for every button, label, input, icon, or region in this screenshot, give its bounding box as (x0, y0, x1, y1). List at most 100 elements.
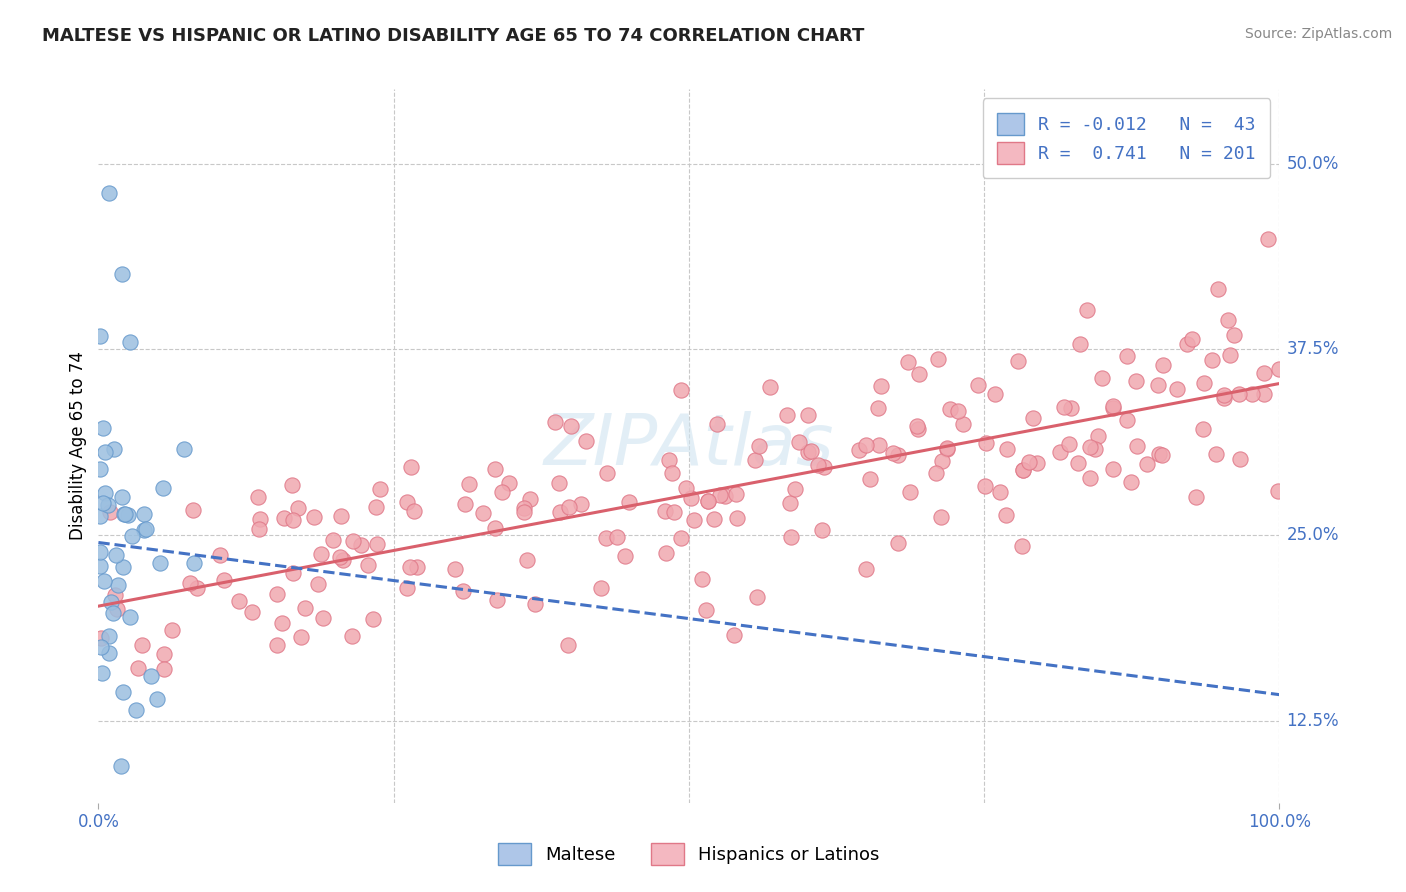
Point (330, 508, 353, 523)
Point (471, 506, 494, 520)
Point (491, 485, 513, 500)
Point (111, 490, 134, 504)
Point (1012, 463, 1035, 477)
Text: 25.0%: 25.0% (1286, 526, 1339, 544)
Point (1084, 442, 1107, 456)
Point (882, 446, 904, 460)
Point (118, 610, 141, 624)
Point (91, 666, 114, 681)
Point (134, 523, 156, 537)
Point (1116, 349, 1139, 363)
Point (1067, 456, 1090, 470)
Point (212, 573, 235, 587)
Point (519, 492, 541, 507)
Point (908, 367, 931, 381)
Point (402, 504, 425, 518)
Point (312, 610, 335, 624)
Point (484, 462, 506, 476)
Point (112, 560, 135, 574)
Point (399, 460, 422, 475)
Point (247, 523, 270, 537)
Point (516, 553, 538, 567)
Point (1049, 445, 1071, 459)
Point (1060, 401, 1083, 415)
Point (1059, 436, 1081, 450)
Point (1147, 378, 1170, 392)
Point (974, 436, 997, 450)
Point (589, 581, 612, 595)
Point (458, 477, 481, 491)
Point (139, 669, 162, 683)
Point (1069, 337, 1091, 351)
Point (558, 500, 581, 515)
Point (703, 512, 725, 526)
Point (89, 545, 111, 559)
Point (939, 402, 962, 417)
Point (994, 508, 1017, 522)
Legend: Maltese, Hispanics or Latinos: Maltese, Hispanics or Latinos (491, 836, 887, 872)
Point (98, 505, 121, 519)
Point (100, 595, 122, 609)
Point (713, 489, 735, 503)
Point (679, 491, 702, 505)
Point (544, 415, 567, 429)
Point (1018, 455, 1040, 469)
Point (796, 408, 818, 422)
Point (127, 661, 149, 675)
Point (697, 494, 720, 508)
Point (444, 562, 467, 576)
Point (1223, 328, 1246, 343)
Point (111, 685, 134, 699)
Point (1181, 332, 1204, 346)
Point (513, 505, 536, 519)
Point (1267, 484, 1289, 499)
Point (90, 640, 112, 655)
Point (94, 445, 117, 459)
Y-axis label: Disability Age 65 to 74: Disability Age 65 to 74 (69, 351, 87, 541)
Point (1184, 490, 1206, 504)
Point (103, 606, 125, 620)
Point (695, 603, 717, 617)
Point (811, 523, 834, 537)
Point (486, 593, 509, 607)
Point (399, 559, 422, 574)
Point (1253, 366, 1275, 380)
Point (270, 615, 292, 630)
Point (89, 329, 111, 343)
Point (675, 481, 697, 495)
Point (91, 421, 114, 435)
Point (1125, 375, 1147, 389)
Point (887, 536, 910, 550)
Point (1213, 388, 1236, 402)
Point (855, 438, 877, 452)
Point (1087, 429, 1109, 443)
Point (779, 496, 801, 510)
Point (973, 478, 995, 492)
Point (90, 631, 112, 645)
Point (807, 458, 830, 472)
Point (350, 539, 373, 553)
Point (1253, 387, 1275, 401)
Point (931, 454, 953, 468)
Point (557, 639, 579, 653)
Point (658, 453, 681, 467)
Point (925, 466, 948, 480)
Point (759, 380, 782, 394)
Point (887, 448, 910, 462)
Point (287, 501, 309, 516)
Point (787, 434, 810, 449)
Point (669, 383, 692, 397)
Point (898, 484, 921, 499)
Point (1022, 411, 1045, 425)
Point (723, 628, 745, 642)
Point (93, 574, 115, 588)
Point (725, 510, 748, 524)
Point (152, 481, 174, 495)
Point (709, 488, 731, 502)
Point (1191, 422, 1213, 436)
Point (228, 594, 250, 608)
Point (183, 556, 205, 570)
Point (1091, 371, 1114, 385)
Point (97, 647, 120, 661)
Point (952, 417, 974, 431)
